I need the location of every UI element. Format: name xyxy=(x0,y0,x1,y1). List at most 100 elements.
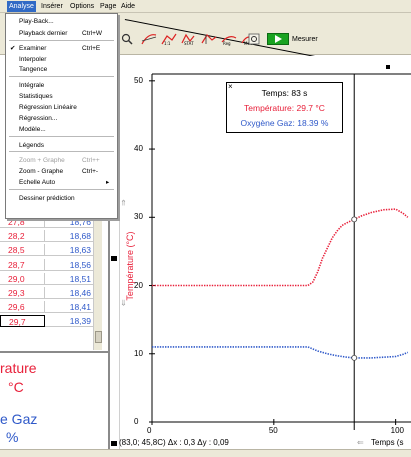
temperature-cell[interactable]: 28,5 xyxy=(0,244,45,257)
menu-item-shortcut: Ctrl+E xyxy=(82,45,101,52)
menu-item-interpoler[interactable]: Interpoler xyxy=(6,54,117,65)
graph-svg[interactable]: Température (°C) ⇒ ⇐ xyxy=(120,56,411,449)
table-row[interactable]: 27,8 18,76 xyxy=(0,216,93,228)
menu-item-echelle-auto[interactable]: Echelle Auto ▸ xyxy=(6,177,117,188)
menu-item-label: Dessiner prédiction xyxy=(19,195,75,202)
table-row[interactable]: 29,3 18,46 xyxy=(0,287,93,299)
table-row[interactable]: 28,7 18,56 xyxy=(0,258,93,271)
menu-item-examiner[interactable]: ✔ Examiner Ctrl+E xyxy=(6,43,117,54)
menu-item-shortcut: Ctrl+W xyxy=(82,30,103,37)
temperature-cell[interactable]: 29,7 xyxy=(0,315,45,328)
close-icon[interactable]: × xyxy=(228,82,233,91)
settings-icon[interactable] xyxy=(247,31,261,47)
menu-item-playback-dernier[interactable]: Playback dernier Ctrl+W xyxy=(6,28,117,39)
arrow-down-icon: ⇐ xyxy=(120,299,128,306)
svg-text:1:1: 1:1 xyxy=(164,41,171,46)
table-row[interactable]: 29,0 18,51 xyxy=(0,272,93,285)
menu-item-modele[interactable]: Modèle... xyxy=(6,124,117,135)
frame-marker xyxy=(386,65,390,69)
play-icon xyxy=(267,33,289,45)
svg-text:STAT: STAT xyxy=(184,41,194,46)
menu-separator xyxy=(9,189,114,190)
menu-item-zoom-graphe[interactable]: Zoom - Graphe Ctrl+- xyxy=(6,166,117,177)
menu-analyse[interactable]: Analyse xyxy=(7,1,36,12)
menu-item-label: Statistiques xyxy=(19,93,53,100)
menu-item-regression[interactable]: Régression... xyxy=(6,113,117,124)
svg-text:Reg: Reg xyxy=(223,41,231,46)
temperature-cell[interactable]: 29,6 xyxy=(0,301,45,314)
oxygen-cell[interactable]: 18,68 xyxy=(69,231,91,242)
temperature-cell[interactable]: 27,8 xyxy=(0,216,45,228)
y-tick-label: 20 xyxy=(134,280,143,290)
temperature-cell[interactable]: 29,3 xyxy=(0,287,45,299)
oxygen-cell[interactable]: 18,46 xyxy=(69,288,91,298)
mesurer-label: Mesurer xyxy=(292,35,318,43)
oxygen-cell[interactable]: 18,76 xyxy=(69,217,91,227)
x-tick-label: 0 xyxy=(147,426,152,435)
menu-item-label: Régression... xyxy=(19,115,58,122)
menu-item-label: Régression Linéaire xyxy=(19,104,77,111)
menu-item-tangence[interactable]: Tangence xyxy=(6,64,117,75)
table-row[interactable]: 28,5 18,63 xyxy=(0,244,93,257)
oxygen-cell[interactable]: 18,56 xyxy=(69,259,91,270)
menu-item-integrale[interactable]: Intégrale xyxy=(6,80,117,91)
mesurer-button[interactable]: Mesurer xyxy=(267,32,318,46)
oxygen-readout-label: e Gaz xyxy=(0,411,38,427)
zoom-icon[interactable] xyxy=(120,31,134,47)
menu-item-label: Intégrale xyxy=(19,82,45,89)
menu-inserer[interactable]: Insérer xyxy=(41,3,63,10)
menu-item-play-back[interactable]: Play-Back... xyxy=(6,16,117,27)
menu-options[interactable]: Options xyxy=(70,3,95,10)
menu-item-regression-lineaire[interactable]: Régression Linéaire xyxy=(6,102,117,113)
y-tick-label: 10 xyxy=(134,348,143,358)
temperature-cell[interactable]: 28,2 xyxy=(0,230,45,243)
temperature-cell[interactable]: 29,0 xyxy=(0,272,45,285)
info-oxygen: Oxygène Gaz: 18.39 % xyxy=(240,118,329,128)
arrow-up-icon: ⇒ xyxy=(120,199,128,206)
menu-item-label: Légends xyxy=(19,142,44,149)
menu-item-label: Examiner xyxy=(19,45,47,52)
oxygen-readout-unit: % xyxy=(6,429,19,445)
panel-divider[interactable] xyxy=(0,351,108,353)
regression-icon[interactable]: Reg xyxy=(220,31,238,47)
menu-item-statistiques[interactable]: Statistiques xyxy=(6,91,117,102)
temperature-cell[interactable]: 28,7 xyxy=(0,258,45,271)
examine-info-box[interactable]: × Temps: 83 s Température: 29.7 °C Oxygè… xyxy=(226,82,343,133)
menu-item-label: Interpoler xyxy=(19,56,47,63)
cursor-marker xyxy=(351,354,358,361)
interpolate-icon[interactable]: 1:1 xyxy=(160,31,178,47)
table-row[interactable]: 29,6 18,41 xyxy=(0,301,93,314)
checkmark-icon: ✔ xyxy=(10,45,16,52)
temperature-readout-unit: °C xyxy=(8,379,24,395)
oxygen-cell[interactable]: 18,39 xyxy=(69,316,91,327)
graph-area[interactable]: Température (°C) ⇒ ⇐ 0 10 20 30 40 50 0 50 100 × T… xyxy=(120,56,411,449)
temperature-readout-label: rature xyxy=(0,360,37,376)
integral-icon[interactable] xyxy=(200,31,218,47)
scrollbar-thumb[interactable] xyxy=(95,331,102,343)
x-tick-label: 100 xyxy=(390,426,404,435)
y-axis-label: Température (°C) xyxy=(125,231,135,300)
oxygen-cell[interactable]: 18,41 xyxy=(69,302,91,313)
menu-item-shortcut: Ctrl++ xyxy=(82,157,100,164)
menu-item-dessiner-prediction[interactable]: Dessiner prédiction xyxy=(6,193,117,204)
statistics-icon[interactable]: STAT xyxy=(180,31,198,47)
series-line-oxygen xyxy=(152,346,409,359)
menu-item-label: Tangence xyxy=(19,66,48,73)
x-tick-label: 50 xyxy=(268,426,278,435)
menu-item-legends[interactable]: Légends xyxy=(6,140,117,151)
arrow-left-icon: ⇐ xyxy=(357,438,364,447)
y-tick-label: 50 xyxy=(134,75,143,85)
svg-text:Mod: Mod xyxy=(244,41,253,46)
info-time: Temps: 83 s xyxy=(261,88,308,98)
menu-aide[interactable]: Aide xyxy=(121,3,136,10)
menu-separator xyxy=(9,40,114,41)
tangent-icon[interactable] xyxy=(140,31,158,47)
table-row[interactable]: 29,7 18,39 xyxy=(0,315,93,328)
y-tick-label: 40 xyxy=(134,144,143,154)
oxygen-cell[interactable]: 18,63 xyxy=(69,245,91,256)
menu-item-zoom-graphe: Zoom + Graphe Ctrl++ xyxy=(6,155,117,166)
table-row[interactable]: 28,2 18,68 xyxy=(0,230,93,243)
menu-page[interactable]: Page xyxy=(100,3,117,10)
menu-item-label: Modèle... xyxy=(19,126,46,133)
oxygen-cell[interactable]: 18,51 xyxy=(69,273,91,284)
